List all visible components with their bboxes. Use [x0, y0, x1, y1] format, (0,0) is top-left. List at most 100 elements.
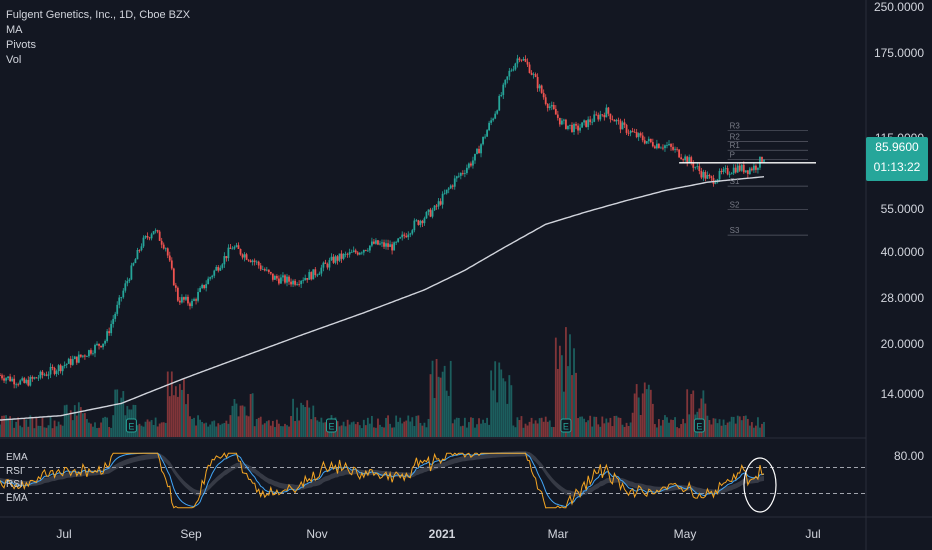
- volume-bar: [5, 415, 7, 437]
- volume-bar: [700, 398, 703, 437]
- volume-bar: [69, 410, 72, 437]
- date-tick: May: [673, 527, 697, 541]
- candle-body: [625, 124, 628, 133]
- volume-bar: [637, 397, 640, 437]
- candle-body: [490, 120, 493, 123]
- volume-bar: [358, 425, 361, 437]
- earnings-marker: E: [128, 422, 134, 432]
- pivot-label: R1: [730, 141, 741, 150]
- candle-body: [482, 136, 484, 145]
- indicator-pivots-label[interactable]: Pivots: [6, 39, 36, 51]
- indicator-vol-label[interactable]: Vol: [6, 54, 22, 66]
- candle-body: [330, 256, 333, 261]
- candle-body: [463, 172, 466, 174]
- candle-body: [657, 143, 660, 149]
- symbol-title[interactable]: Fulgent Genetics, Inc., 1D, Cboe BZX: [6, 9, 191, 21]
- moving-average: [0, 176, 765, 421]
- price-axis[interactable]: 250.0000 175.0000 115.0000 55.0000 40.00…: [862, 0, 932, 550]
- candle-body: [395, 241, 398, 243]
- volume-bar: [429, 374, 432, 437]
- candle-body: [591, 121, 594, 123]
- candle-body: [86, 356, 88, 357]
- volume-bar: [185, 404, 187, 437]
- volume-bar: [635, 384, 638, 437]
- volume-bar: [494, 361, 497, 437]
- candle-body: [696, 166, 699, 168]
- candle-body: [164, 248, 167, 250]
- candle-body: [217, 267, 220, 271]
- candle-body: [655, 143, 658, 149]
- volume-bar: [472, 417, 474, 437]
- volume-bar: [336, 421, 339, 437]
- candle-body: [209, 277, 212, 279]
- candle-body: [526, 61, 529, 65]
- volume-bar: [601, 416, 604, 437]
- candle-body: [296, 284, 299, 285]
- osc-rsi-label-2[interactable]: RSI: [6, 479, 23, 490]
- volume-bar: [520, 416, 523, 437]
- candle-body: [227, 247, 230, 259]
- volume-bar: [759, 427, 761, 437]
- volume-bar: [447, 395, 450, 437]
- osc-ema-label[interactable]: EMA: [6, 452, 28, 463]
- volume-bar: [233, 399, 236, 437]
- indicator-ma-label[interactable]: MA: [6, 24, 23, 36]
- candle-body: [130, 265, 133, 280]
- candle-body: [154, 230, 157, 232]
- volume-bar: [492, 390, 495, 437]
- last-price-tag: 85.9600 01:13:22: [866, 137, 928, 181]
- candle-body: [176, 287, 179, 301]
- volume-bar: [292, 398, 294, 437]
- candle-body: [191, 300, 193, 307]
- candle-body: [421, 220, 424, 224]
- candle-body: [223, 256, 226, 265]
- candle-body: [251, 260, 254, 263]
- candle-body: [447, 188, 450, 190]
- candle-body: [259, 265, 262, 270]
- volume-bar: [621, 424, 624, 437]
- volume-bar: [29, 415, 32, 437]
- volume-bar: [96, 428, 98, 437]
- osc-rsi-label[interactable]: RSI: [6, 465, 23, 477]
- volume-bar: [455, 417, 458, 437]
- volume-bar: [3, 415, 5, 437]
- volume-bar: [312, 405, 315, 437]
- candle-body: [255, 261, 258, 263]
- candle-body: [534, 74, 537, 77]
- volume-bar: [207, 426, 210, 437]
- candle-body: [563, 119, 565, 121]
- volume-bar: [688, 414, 691, 437]
- volume-bar: [338, 426, 341, 437]
- volume-bar: [136, 425, 139, 437]
- volume-bar: [587, 420, 590, 437]
- candle-body: [334, 256, 337, 263]
- volume-bar: [554, 337, 557, 437]
- candle-body: [518, 58, 521, 60]
- volume-bar: [94, 422, 96, 437]
- candle-body: [237, 245, 240, 249]
- date-tick-year: 2021: [428, 527, 456, 541]
- candle-body: [500, 94, 503, 97]
- volume-bar: [286, 425, 288, 437]
- volume-bar: [411, 417, 414, 437]
- volume-bar: [269, 425, 272, 437]
- volume-bar: [7, 418, 9, 437]
- volume-bar: [235, 403, 238, 437]
- candle-body: [213, 270, 216, 276]
- volume-bar: [348, 424, 351, 437]
- candle-body: [449, 185, 452, 189]
- osc-ema-label-2[interactable]: EMA: [6, 492, 28, 504]
- volume-bar: [284, 423, 286, 437]
- bar-countdown: 01:13:22: [873, 160, 921, 174]
- candle-body: [205, 284, 208, 289]
- candle-body: [433, 205, 436, 211]
- volume-bar: [112, 415, 115, 437]
- volume-bar: [589, 415, 592, 437]
- volume-bar: [61, 425, 64, 437]
- volume-bar: [445, 390, 448, 437]
- price-tick: 175.0000: [873, 46, 924, 60]
- volume-bar: [193, 417, 195, 437]
- candle-body: [298, 284, 301, 285]
- pivot-label: P: [730, 151, 735, 160]
